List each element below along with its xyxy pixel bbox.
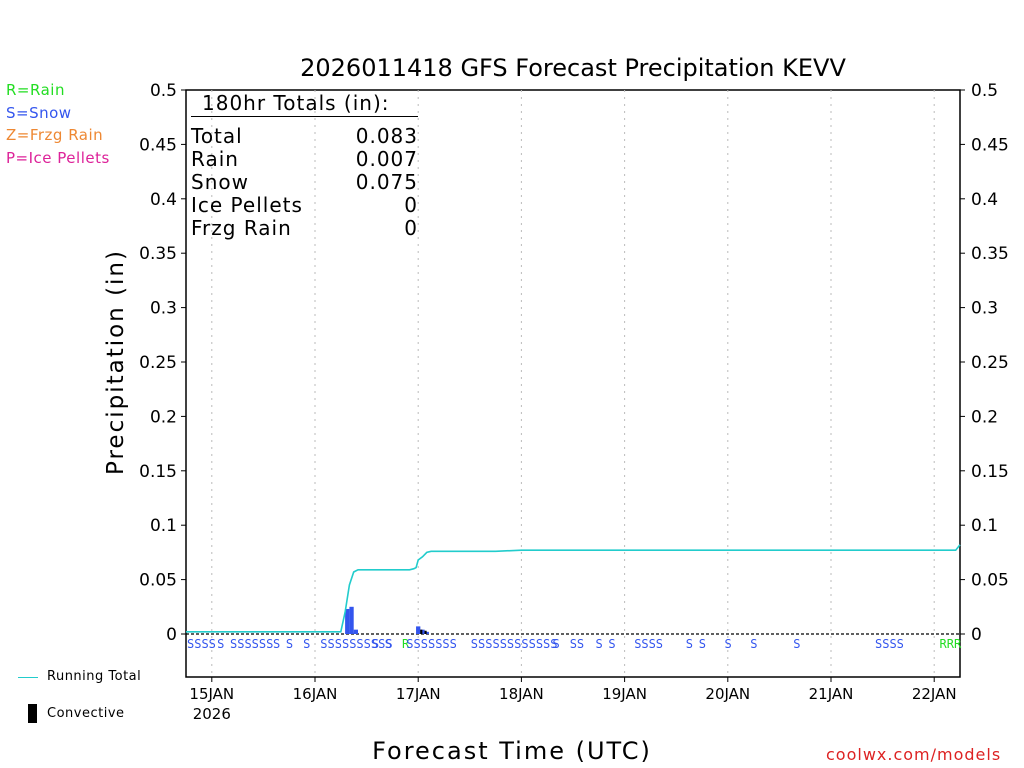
totals-row-label: Ice Pellets xyxy=(191,193,303,217)
ptype-label: SSS xyxy=(634,637,656,651)
ptype-label: S xyxy=(699,637,706,651)
x-tick-label: 20JAN xyxy=(705,685,750,703)
y-tick-label-left: 0.05 xyxy=(139,571,177,591)
ptype-label: S xyxy=(750,637,757,651)
ptype-label: S xyxy=(273,637,280,651)
ptype-label: S xyxy=(596,637,603,651)
precip-type-legend-item: P=Ice Pellets xyxy=(6,148,110,167)
y-tick-label-right: 0 xyxy=(971,625,982,645)
x-tick-label: 17JAN xyxy=(396,685,441,703)
y-tick-label-right: 0.05 xyxy=(971,571,1009,591)
y-tick-label-right: 0.15 xyxy=(971,462,1009,482)
ptype-label: R xyxy=(402,637,410,651)
y-tick-label-right: 0.2 xyxy=(971,407,998,427)
convective-label: Convective xyxy=(47,706,125,721)
x-tick-label: 19JAN xyxy=(602,685,647,703)
precip-type-legend-item: R=Rain xyxy=(6,81,65,99)
running-total-line xyxy=(186,544,961,633)
precip-bar xyxy=(416,626,421,634)
y-tick-label-left: 0.2 xyxy=(150,407,177,427)
totals-row-value: 0 xyxy=(404,193,418,217)
totals-row-value: 0.075 xyxy=(355,170,418,194)
x-tick-label: 18JAN xyxy=(499,685,544,703)
precip-bar xyxy=(345,608,350,634)
y-tick-label-right: 0.4 xyxy=(971,190,998,210)
totals-heading-underline xyxy=(191,116,418,117)
totals-row-value: 0 xyxy=(404,216,418,240)
running-total-swatch xyxy=(18,677,38,678)
totals-row-label: Rain xyxy=(191,147,239,171)
ptype-label: S xyxy=(372,637,379,651)
precip-bar xyxy=(424,631,429,634)
y-tick-label-right: 0.35 xyxy=(971,244,1009,264)
x-tick-label: 15JAN xyxy=(189,685,234,703)
convective-bar xyxy=(420,629,423,634)
ptype-label: S xyxy=(793,637,800,651)
y-tick-label-right: 0.5 xyxy=(971,81,998,101)
ptype-label: SSSSSS xyxy=(230,637,273,651)
ptype-label: RRR xyxy=(940,637,962,651)
ptype-label: SSSSSSSSSS xyxy=(320,637,392,651)
y-tick-label-left: 0 xyxy=(166,625,177,645)
ptype-label: S xyxy=(608,637,615,651)
y-tick-label-right: 0.25 xyxy=(971,353,1009,373)
y-tick-label-left: 0.15 xyxy=(139,462,177,482)
precip-bar xyxy=(420,629,425,634)
ptype-label: S xyxy=(686,637,693,651)
ptype-label: S xyxy=(286,637,293,651)
ptype-label: S xyxy=(385,637,392,651)
y-tick-label-left: 0.35 xyxy=(139,244,177,264)
ptype-label: SSSS xyxy=(187,637,216,651)
precip-bar xyxy=(353,629,358,634)
y-tick-label-right: 0.45 xyxy=(971,135,1009,155)
ptype-label: SSSSSSS xyxy=(406,637,457,651)
convective-bar xyxy=(424,630,427,634)
ptype-label: SSSSSSSSSSSS xyxy=(471,637,558,651)
y-tick-label-left: 0.25 xyxy=(139,353,177,373)
y-tick-label-left: 0.45 xyxy=(139,135,177,155)
totals-row-value: 0.083 xyxy=(355,124,418,148)
y-tick-label-right: 0.1 xyxy=(971,516,998,536)
precip-type-legend-item: Z=Frzg Rain xyxy=(6,126,104,144)
ptype-label: S xyxy=(217,637,224,651)
ptype-label: S xyxy=(725,637,732,651)
chart-title: 2026011418 GFS Forecast Precipitation KE… xyxy=(300,54,846,82)
x-tick-label: 22JAN xyxy=(912,685,957,703)
site-credit: coolwx.com/models xyxy=(826,745,1002,764)
y-tick-label-left: 0.1 xyxy=(150,516,177,536)
ptype-label: SS xyxy=(570,637,584,651)
ptype-label: S xyxy=(656,637,663,651)
x-axis-label: Forecast Time (UTC) xyxy=(372,737,652,765)
ptype-label: SSSS xyxy=(875,637,904,651)
y-tick-label-left: 0.3 xyxy=(150,299,177,319)
ptype-label: S xyxy=(303,637,310,651)
precip-bar xyxy=(349,606,354,634)
y-axis-label: Precipitation (in) xyxy=(103,249,129,475)
precip-type-legend-item: S=Snow xyxy=(6,103,72,122)
totals-row-label: Frzg Rain xyxy=(191,216,292,240)
x-tick-sublabel: 2026 xyxy=(193,705,231,723)
totals-row-value: 0.007 xyxy=(355,147,418,171)
y-tick-label-left: 0.4 xyxy=(150,190,177,210)
convective-swatch xyxy=(28,704,37,723)
ptype-label: S xyxy=(553,637,560,651)
totals-heading: 180hr Totals (in): xyxy=(202,91,390,115)
y-tick-label-right: 0.3 xyxy=(971,299,998,319)
x-tick-label: 21JAN xyxy=(809,685,854,703)
running-total-label: Running Total xyxy=(47,669,142,684)
y-tick-label-left: 0.5 xyxy=(150,81,177,101)
totals-row-label: Snow xyxy=(191,170,249,194)
x-tick-label: 16JAN xyxy=(293,685,338,703)
plot-frame xyxy=(185,89,961,678)
totals-row-label: Total xyxy=(191,124,243,148)
